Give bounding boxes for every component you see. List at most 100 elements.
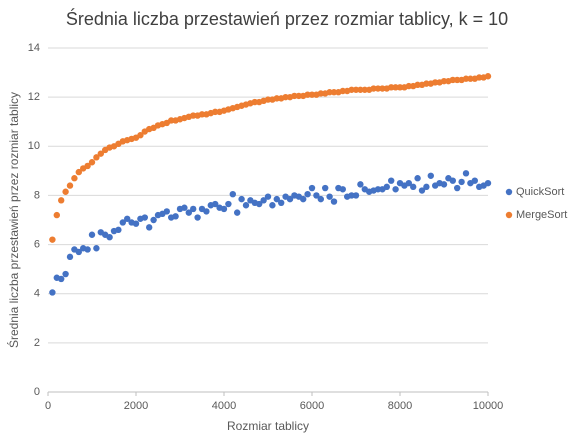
point xyxy=(348,192,355,199)
point xyxy=(484,73,492,80)
point xyxy=(212,200,219,208)
point xyxy=(374,186,382,193)
point xyxy=(150,216,157,224)
point xyxy=(278,199,285,206)
legend-label: QuickSort xyxy=(516,186,564,198)
point xyxy=(58,197,65,204)
point xyxy=(88,159,96,166)
point xyxy=(291,92,298,100)
point xyxy=(181,204,188,211)
point xyxy=(379,85,386,92)
point xyxy=(273,95,280,102)
point xyxy=(449,177,456,184)
point xyxy=(370,85,377,92)
y-tick-label: 14 xyxy=(28,42,40,54)
x-tick-label: 0 xyxy=(45,400,51,412)
point xyxy=(198,111,206,118)
point xyxy=(388,84,395,91)
point xyxy=(286,195,294,203)
y-tick-label: 10 xyxy=(28,140,40,152)
point xyxy=(317,195,324,203)
point xyxy=(300,195,307,203)
y-tick-label: 6 xyxy=(34,238,40,250)
point xyxy=(93,245,100,252)
point xyxy=(106,234,113,241)
point xyxy=(264,96,272,103)
point xyxy=(75,248,83,256)
point xyxy=(454,76,461,84)
point xyxy=(348,86,355,93)
point xyxy=(476,74,483,81)
point xyxy=(383,183,390,191)
y-tick-label: 0 xyxy=(34,386,40,398)
point xyxy=(273,195,280,203)
point xyxy=(84,162,91,170)
point xyxy=(212,108,219,116)
point xyxy=(194,214,201,221)
point xyxy=(124,215,131,222)
y-tick-label: 2 xyxy=(34,337,40,349)
x-axis-title: Rozmiar tablicy xyxy=(227,419,309,433)
point xyxy=(471,177,478,184)
point xyxy=(93,154,100,161)
point xyxy=(308,91,316,98)
point xyxy=(374,85,382,92)
point xyxy=(462,75,470,82)
point xyxy=(256,200,263,208)
x-tick-label: 6000 xyxy=(300,400,324,412)
x-tick-label: 8000 xyxy=(388,400,412,412)
point xyxy=(62,188,69,195)
y-tick-label: 8 xyxy=(34,189,40,201)
point xyxy=(484,179,492,187)
point xyxy=(229,191,236,198)
point xyxy=(317,90,324,97)
point xyxy=(414,81,421,89)
point xyxy=(432,79,439,86)
x-tick-label: 4000 xyxy=(212,400,236,412)
point xyxy=(119,219,127,226)
x-tick-label: 10000 xyxy=(473,400,504,412)
point xyxy=(242,202,250,209)
point xyxy=(71,175,78,182)
point xyxy=(260,197,267,204)
point xyxy=(326,193,333,200)
point xyxy=(458,178,465,186)
point xyxy=(330,89,338,96)
point xyxy=(238,195,245,203)
point xyxy=(88,231,96,238)
point xyxy=(423,183,430,191)
point xyxy=(396,84,404,91)
point xyxy=(75,168,83,176)
point xyxy=(58,275,65,283)
legend-marker xyxy=(505,188,513,196)
point xyxy=(418,187,426,194)
point xyxy=(352,86,360,93)
point xyxy=(339,87,346,95)
point xyxy=(220,205,228,213)
y-tick-label: 4 xyxy=(34,288,40,300)
point xyxy=(49,289,56,296)
point xyxy=(141,214,148,221)
point xyxy=(304,91,311,98)
point xyxy=(304,191,311,198)
point xyxy=(339,186,346,193)
point xyxy=(423,80,430,87)
point xyxy=(203,208,210,215)
point xyxy=(190,112,197,119)
point xyxy=(308,184,316,192)
point xyxy=(264,193,272,200)
point xyxy=(388,177,395,184)
point xyxy=(352,192,360,199)
legend-label: MergeSort xyxy=(516,209,567,221)
x-tick-label: 2000 xyxy=(124,400,148,412)
point xyxy=(282,93,289,101)
point xyxy=(295,92,302,100)
point xyxy=(190,205,197,213)
point xyxy=(234,209,241,216)
point xyxy=(97,150,105,157)
point xyxy=(330,198,338,205)
point xyxy=(326,89,333,96)
point xyxy=(168,117,175,124)
